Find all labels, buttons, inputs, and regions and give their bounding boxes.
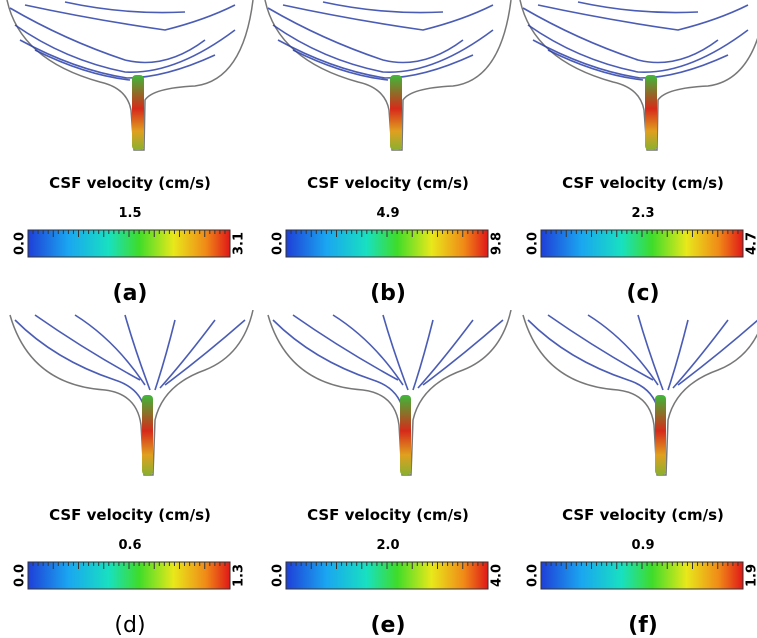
- colorbar-mid-label: 0.6: [118, 538, 141, 553]
- streamline-image: [10, 310, 253, 475]
- colorbar-mid-label: 0.9: [631, 538, 654, 553]
- panel-label: (a): [113, 281, 148, 306]
- panel-label: (e): [370, 613, 405, 638]
- colorbar-max-label: 9.8: [490, 232, 505, 255]
- colorbar-max-label: 4.0: [490, 564, 505, 587]
- colorbar-title: CSF velocity (cm/s): [562, 506, 724, 524]
- colorbar-title: CSF velocity (cm/s): [49, 506, 211, 524]
- streamline-image: [523, 310, 757, 475]
- colorbar-max-label: 4.7: [745, 232, 757, 255]
- colorbar-min-label: 0.0: [271, 232, 286, 255]
- streamline-image: [265, 0, 511, 150]
- panel: CSF velocity (cm/s) 4.9 0.0 9.8 (b): [265, 0, 511, 306]
- colorbar-title: CSF velocity (cm/s): [307, 506, 469, 524]
- colorbar-min-label: 0.0: [526, 564, 541, 587]
- panel: CSF velocity (cm/s) 0.6 0.0 1.3 (d): [10, 310, 253, 638]
- colorbar-title: CSF velocity (cm/s): [307, 174, 469, 192]
- colorbar-max-label: 1.3: [232, 564, 247, 587]
- colorbar-mid-label: 2.0: [376, 538, 399, 553]
- panel: CSF velocity (cm/s) 2.3 0.0 4.7 (c): [520, 0, 757, 306]
- colorbar-mid-label: 1.5: [118, 206, 141, 221]
- panel-label: (f): [628, 613, 658, 638]
- colorbar-min-label: 0.0: [526, 232, 541, 255]
- colorbar-max-label: 3.1: [232, 232, 247, 255]
- colorbar-min-label: 0.0: [271, 564, 286, 587]
- panel-label: (c): [626, 281, 659, 306]
- streamline-image: [7, 0, 253, 150]
- colorbar-min-label: 0.0: [13, 564, 28, 587]
- colorbar-mid-label: 2.3: [631, 206, 654, 221]
- panel-label: (b): [370, 281, 406, 306]
- colorbar-min-label: 0.0: [13, 232, 28, 255]
- panel: CSF velocity (cm/s) 1.5 0.0 3.1 (a): [7, 0, 253, 306]
- panel: CSF velocity (cm/s) 0.9 0.0 1.9 (f): [523, 310, 757, 638]
- colorbar-title: CSF velocity (cm/s): [49, 174, 211, 192]
- colorbar-mid-label: 4.9: [376, 206, 399, 221]
- colorbar-title: CSF velocity (cm/s): [562, 174, 724, 192]
- streamline-image: [520, 0, 757, 150]
- streamline-image: [268, 310, 511, 475]
- panel-label: (d): [114, 613, 145, 638]
- panel: CSF velocity (cm/s) 2.0 0.0 4.0 (e): [268, 310, 511, 638]
- colorbar-max-label: 1.9: [745, 564, 757, 587]
